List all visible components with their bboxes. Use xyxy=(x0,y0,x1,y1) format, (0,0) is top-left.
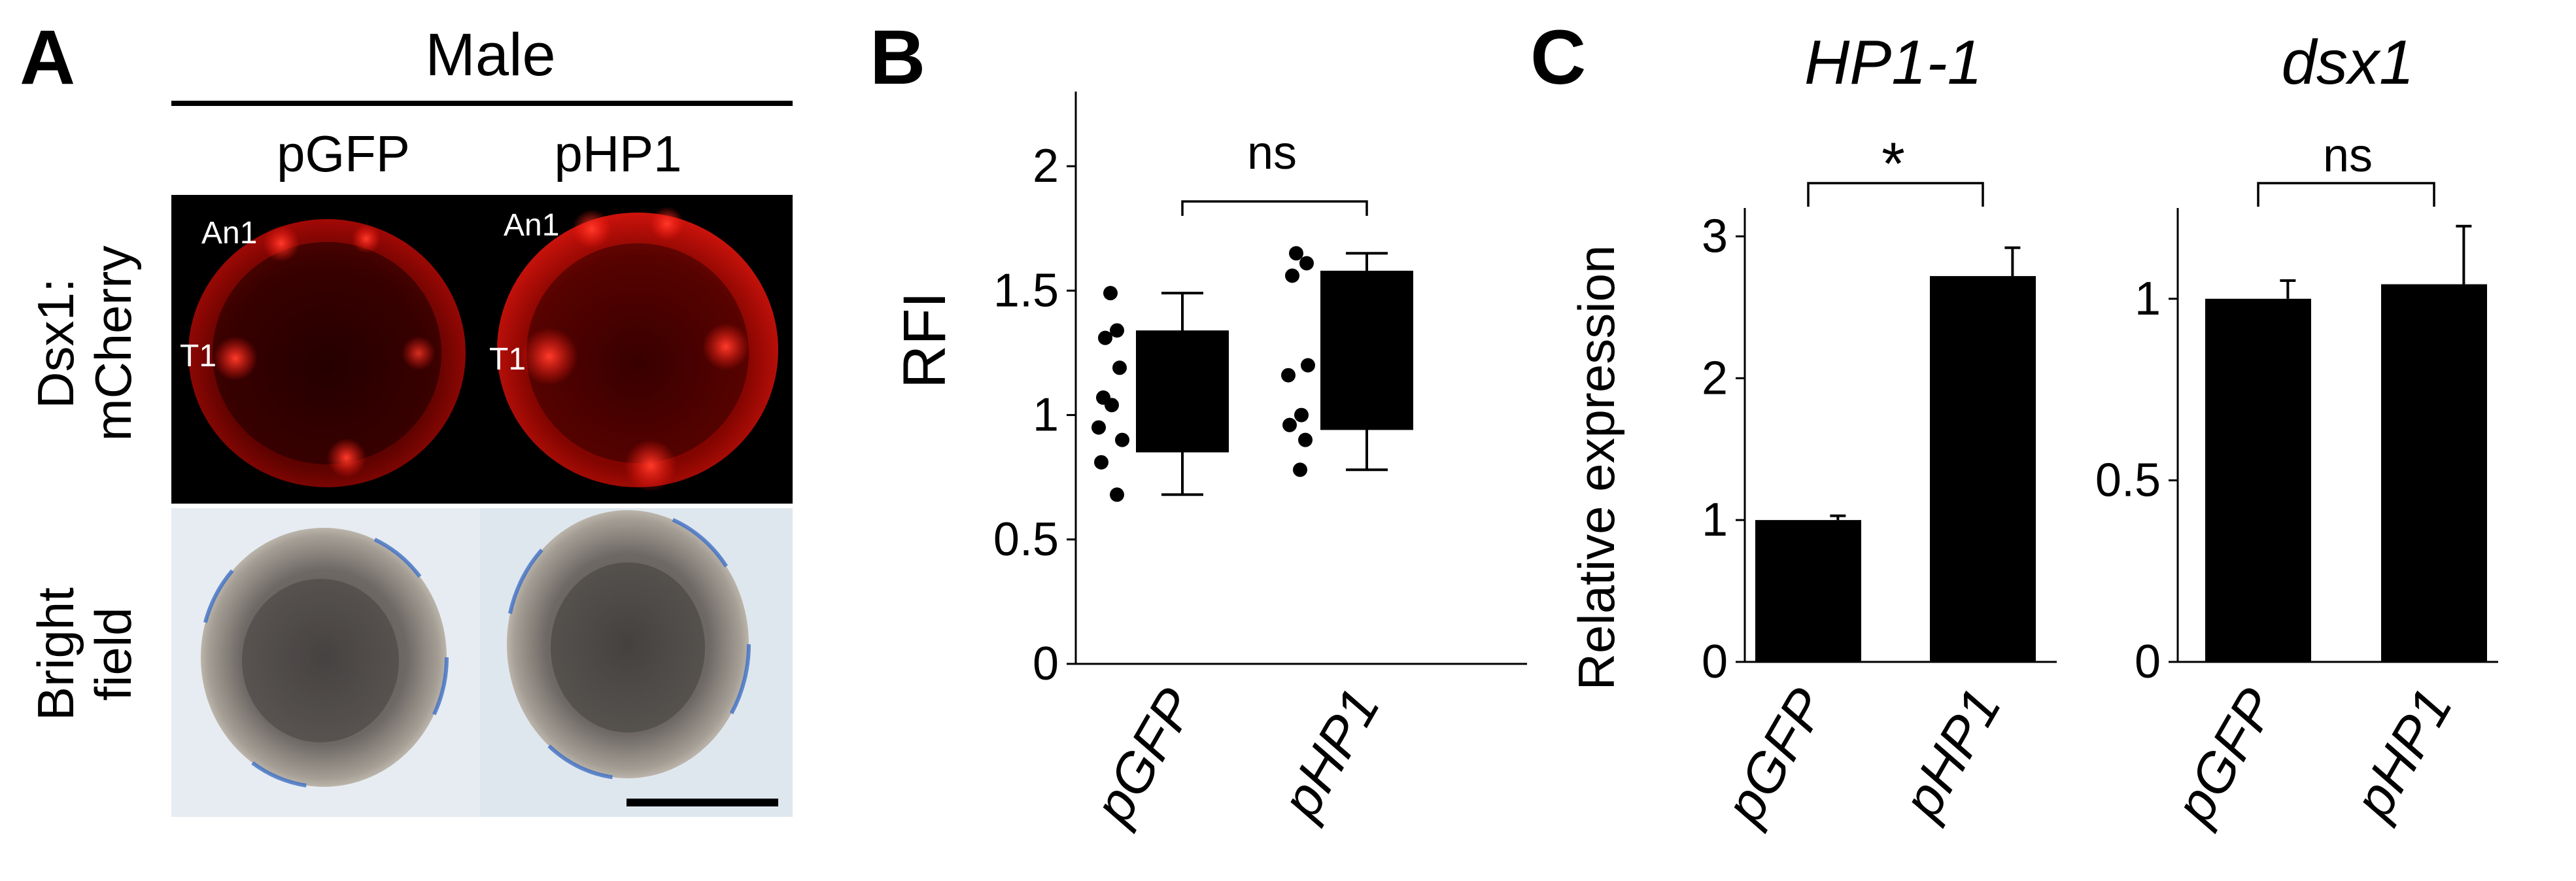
data-point xyxy=(1299,256,1314,271)
data-point xyxy=(1112,360,1127,375)
label-an1-pgfp: An1 xyxy=(201,216,257,250)
significance-label: ns xyxy=(2323,130,2373,182)
y-tick-label: 2 xyxy=(1033,140,1059,192)
data-point xyxy=(1110,487,1124,502)
y-tick-label: 1 xyxy=(1033,389,1059,441)
significance-label: * xyxy=(1881,131,1905,198)
label-an1-php1: An1 xyxy=(504,208,559,243)
x-tick-label: pGFP xyxy=(1712,678,1838,835)
panel-letter-a: A xyxy=(20,14,75,101)
significance-label: ns xyxy=(1247,127,1297,179)
data-point xyxy=(1105,398,1119,413)
y-tick-label: 3 xyxy=(1702,210,1728,262)
fluorescence-image-pgfp: An1 T1 xyxy=(171,195,480,504)
panel-a: A Male pGFP pHP1 Dsx1: mCherry Bright fi… xyxy=(20,14,793,817)
y-tick-label: 0 xyxy=(2135,636,2161,688)
data-point xyxy=(1103,286,1118,301)
row-label-fluorescence: Dsx1: mCherry xyxy=(27,245,142,441)
bar-pgfp xyxy=(2205,298,2311,662)
svg-text:Bright: Bright xyxy=(27,587,84,721)
panel-c: C HP1-1 dsx1 Relative expression 0 1 2 3 pG… xyxy=(1530,14,2498,835)
data-point xyxy=(1091,420,1106,435)
box-pgfp xyxy=(1136,330,1229,453)
box-php1 xyxy=(1320,270,1413,430)
column-label-php1: pHP1 xyxy=(554,125,681,182)
svg-text:field: field xyxy=(84,607,142,700)
y-tick-label: 0.5 xyxy=(993,513,1059,566)
significance-bracket xyxy=(2257,182,2435,207)
x-tick-label: pGFP xyxy=(1081,678,1207,835)
bar-pgfp xyxy=(1755,520,1861,662)
svg-text:mCherry: mCherry xyxy=(84,245,142,441)
panel-letter-c: C xyxy=(1530,14,1586,101)
y-tick-label: 1.5 xyxy=(993,264,1059,317)
y-tick-label: 0 xyxy=(1702,636,1728,688)
y-axis-label-relative-expression: Relative expression xyxy=(1568,245,1625,691)
y-tick-label: 1 xyxy=(2135,273,2161,325)
axes: 00.51 xyxy=(2095,208,2498,688)
label-t1-php1: T1 xyxy=(489,342,526,377)
svg-text:RFI: RFI xyxy=(891,292,958,389)
y-tick-label: 1 xyxy=(1702,494,1728,546)
data-point xyxy=(1110,323,1124,338)
data-point xyxy=(1289,246,1303,261)
chart-title-hp1: HP1-1 xyxy=(1804,27,1982,97)
y-tick-label: 0.5 xyxy=(2095,454,2161,506)
x-tick-label: pHP1 xyxy=(1890,678,2013,830)
data-point xyxy=(1115,432,1129,447)
data-point xyxy=(1298,432,1313,447)
svg-text:Relative expression: Relative expression xyxy=(1568,245,1625,691)
row-label-brightfield: Bright field xyxy=(27,587,142,721)
x-tick-label: pHP1 xyxy=(1269,678,1392,830)
bar-php1 xyxy=(1930,276,2036,663)
fluorescence-image-php1: An1 T1 xyxy=(480,195,793,504)
bar-php1 xyxy=(2381,284,2487,662)
panel-a-header: Male xyxy=(425,22,555,88)
plot-area: pGFP pHP1 xyxy=(2162,182,2487,835)
y-tick-label: 2 xyxy=(1702,352,1728,404)
data-point xyxy=(1285,268,1299,283)
x-tick-label: pGFP xyxy=(2162,678,2288,835)
chart-title-dsx1: dsx1 xyxy=(2282,27,2414,97)
axes: 0 1 2 3 xyxy=(1702,208,2057,688)
brightfield-image-pgfp xyxy=(171,508,480,817)
plot-area: pGFP pHP1 xyxy=(1712,182,2036,835)
y-tick-label: 0 xyxy=(1033,638,1059,690)
significance-bracket xyxy=(1181,200,1368,216)
column-label-pgfp: pGFP xyxy=(277,125,410,182)
data-point xyxy=(1098,330,1112,345)
svg-text:Dsx1:: Dsx1: xyxy=(27,278,84,408)
data-point xyxy=(1294,407,1309,423)
plot-area: pGFP pHP1 xyxy=(1081,200,1413,835)
data-point xyxy=(1301,358,1315,373)
panel-b: B RFI 0 0.5 1 1.5 2 pGFP pHP1 ns xyxy=(870,14,1527,835)
y-axis-label: RFI xyxy=(891,292,958,389)
brightfield-image-php1 xyxy=(480,508,793,817)
data-point xyxy=(1293,462,1307,477)
axes: 0 0.5 1 1.5 2 xyxy=(993,92,1527,690)
significance-bracket xyxy=(1807,182,1984,207)
label-t1-pgfp: T1 xyxy=(180,339,216,373)
panel-letter-b: B xyxy=(870,14,925,101)
data-point xyxy=(1282,417,1297,432)
data-point xyxy=(1281,368,1296,383)
data-point xyxy=(1094,455,1108,470)
x-tick-label: pHP1 xyxy=(2341,678,2464,830)
